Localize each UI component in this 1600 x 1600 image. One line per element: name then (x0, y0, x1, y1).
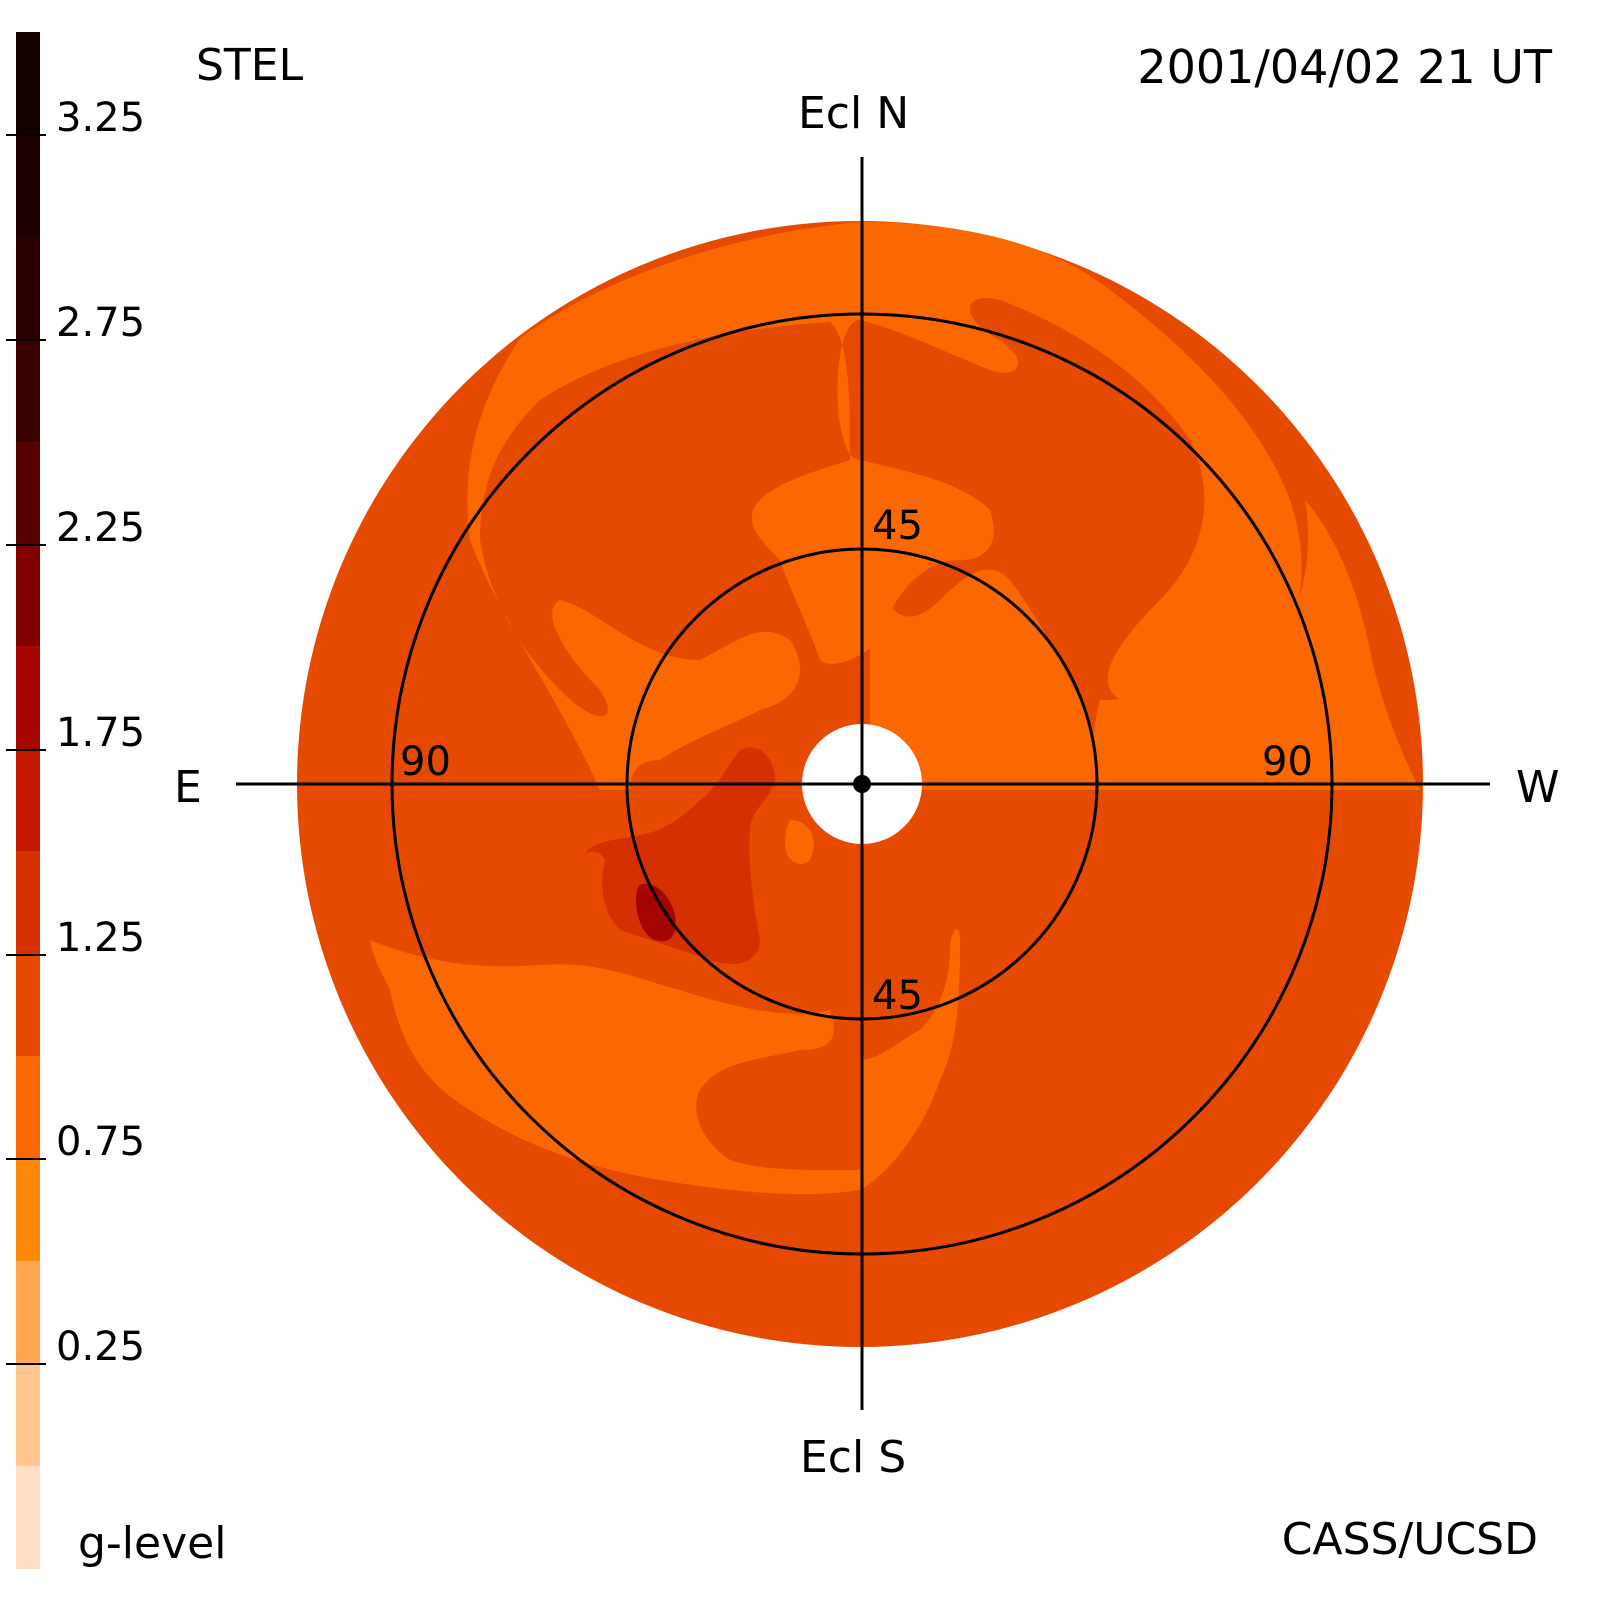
colorbar-caption: g-level (78, 1518, 227, 1569)
colorbar-tick (6, 1363, 46, 1366)
ring-label-inner-top: 45 (872, 503, 923, 549)
colorbar-tick (6, 544, 46, 546)
colorbar-segment (16, 134, 40, 238)
colorbar-tick-label: 1.25 (56, 914, 146, 961)
region-darkest (636, 884, 676, 942)
colorbar-tick-label: 3.25 (56, 95, 146, 142)
ring-label-inner-bottom: 45 (872, 973, 923, 1019)
colorbar-tick (6, 339, 46, 342)
region-center-south (785, 820, 814, 865)
colorbar-segment (16, 1465, 40, 1569)
colorbar-tick-label: 1.75 (56, 709, 146, 756)
colorbar-tick (6, 134, 46, 137)
direction-west: W (1516, 762, 1560, 813)
colorbar-tick (6, 1158, 46, 1161)
colorbar (16, 32, 40, 1569)
colorbar-tick-label: 0.75 (56, 1119, 146, 1166)
left-title: STEL (196, 40, 304, 91)
region-dark-east (585, 747, 775, 964)
colorbar-tick-label: 2.25 (56, 505, 146, 551)
region-west (1092, 500, 1420, 790)
colorbar-tick (6, 953, 46, 956)
colorbar-segment (16, 32, 40, 136)
region-south (370, 929, 960, 1195)
colorbar-segment (16, 236, 40, 341)
credit: CASS/UCSD (1281, 1514, 1538, 1565)
colorbar-segment (16, 339, 40, 443)
colorbar-segment (16, 441, 40, 545)
colorbar-segment (16, 1363, 40, 1467)
colorbar-segment (16, 1158, 40, 1262)
colorbar-segment (16, 646, 40, 750)
colorbar-segment (16, 1056, 40, 1160)
region-center-north (870, 560, 1099, 790)
colorbar-segment (16, 1260, 40, 1365)
colorbar-tick-label: 0.25 (56, 1324, 146, 1371)
colorbar-tick (6, 748, 46, 751)
right-title: 2001/04/02 21 UT (1137, 40, 1552, 94)
colorbar-segment (16, 748, 40, 853)
region-north (467, 222, 1302, 790)
colorbar-segment (16, 953, 40, 1057)
direction-south: Ecl S (800, 1432, 907, 1483)
colorbar-tick-label: 2.75 (56, 300, 146, 347)
colorbar-segment (16, 851, 40, 955)
direction-east: E (174, 762, 202, 813)
ring-label-outer-left: 90 (400, 739, 451, 785)
direction-north: Ecl N (798, 88, 910, 139)
colorbar-segment (16, 544, 40, 648)
ring-label-outer-right: 90 (1262, 739, 1313, 785)
